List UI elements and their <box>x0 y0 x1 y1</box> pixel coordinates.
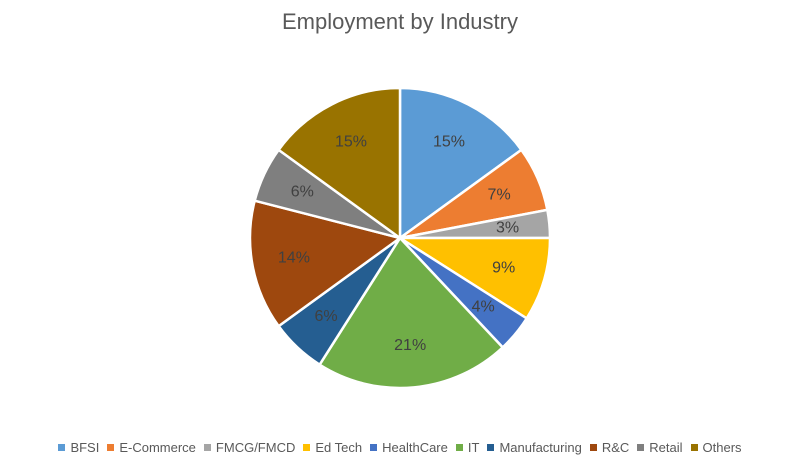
legend-label: Others <box>702 440 742 455</box>
data-label-fmcg-fmcd: 3% <box>496 219 519 236</box>
legend-item-e-commerce: E-Commerce <box>107 440 196 455</box>
legend-swatch <box>203 444 211 451</box>
legend-label: E-Commerce <box>119 440 196 455</box>
legend-label: Ed Tech <box>315 440 363 455</box>
chart-legend: BFSI E-Commerce FMCG/FMCD Ed Tech HealthCare… <box>0 440 800 455</box>
legend-item-it: IT <box>455 440 480 455</box>
legend-item-ed-tech: Ed Tech <box>303 440 362 455</box>
legend-item-retail: Retail <box>637 440 683 455</box>
pie-slice-bfsi <box>398 86 524 241</box>
pie-slice-ed-tech <box>395 236 552 321</box>
legend-swatch <box>58 444 66 451</box>
legend-item-r-c: R&C <box>589 440 630 455</box>
legend-item-bfsi: BFSI <box>58 440 99 455</box>
legend-label: BFSI <box>70 440 100 455</box>
pie-slice-others <box>276 86 402 241</box>
data-label-ed-tech: 9% <box>492 260 515 277</box>
legend-item-healthcare: HealthCare <box>370 440 448 455</box>
legend-swatch <box>370 444 378 451</box>
legend-label: Retail <box>649 440 683 455</box>
chart-title: Employment by Industry <box>282 9 518 34</box>
pie-slice-it <box>317 235 505 390</box>
legend-swatch <box>455 444 463 451</box>
legend-label: Manufacturing <box>499 440 582 455</box>
legend-label: R&C <box>601 440 630 455</box>
legend-swatch <box>487 444 495 451</box>
data-label-retail: 6% <box>291 184 314 201</box>
data-label-it: 21% <box>394 337 426 354</box>
pie-slice-r-c <box>248 199 403 328</box>
legend-item-fmcg-fmcd: FMCG/FMCD <box>203 440 296 455</box>
data-label-healthcare: 4% <box>472 298 495 315</box>
legend-label: HealthCare <box>382 440 448 455</box>
legend-swatch <box>303 444 311 451</box>
data-label-r-c: 14% <box>278 250 310 267</box>
legend-swatch <box>107 444 115 451</box>
data-label-manufacturing: 6% <box>315 308 338 325</box>
legend-item-others: Others <box>690 440 742 455</box>
legend-item-manufacturing: Manufacturing <box>487 440 582 455</box>
legend-label: IT <box>467 440 480 455</box>
data-label-e-commerce: 7% <box>488 187 511 204</box>
legend-swatch <box>690 444 698 451</box>
pie-chart: 15% 7% 3% 9% 4% 21% 6% 14% 6% 15% <box>248 86 552 390</box>
data-label-others: 15% <box>335 133 367 150</box>
legend-swatch <box>637 444 645 451</box>
legend-label: FMCG/FMCD <box>215 440 296 455</box>
legend-swatch <box>589 444 597 451</box>
data-label-bfsi: 15% <box>433 133 465 150</box>
